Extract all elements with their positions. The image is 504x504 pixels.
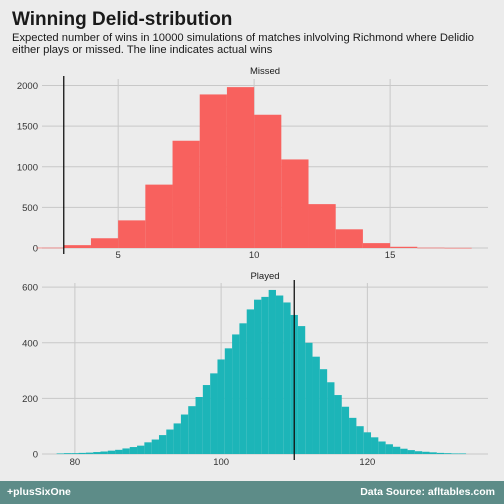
histogram-bar [202,385,211,454]
histogram-bar [173,423,181,454]
histogram-bar [90,238,119,248]
x-tick-label: 10 [249,250,260,261]
y-tick-label: 1500 [17,122,38,133]
y-tick-label: 400 [22,338,38,349]
histogram-bar [199,94,227,248]
histogram-bar [371,437,379,454]
histogram-bar [63,453,72,454]
y-tick-label: 500 [22,203,38,214]
histogram-bar [312,356,320,454]
x-tick-label: 80 [70,457,81,468]
histogram-bar [129,447,138,454]
histogram-bar [400,448,408,454]
histogram-bar [210,373,218,454]
histogram-bar [122,448,130,454]
histogram-bar [145,184,173,248]
histogram-bar [78,452,86,454]
chart-subtitle: Expected number of wins in 10000 simulat… [12,32,475,56]
histogram-bar [180,414,189,454]
histogram-bar [56,453,64,455]
histogram-bar [451,453,459,455]
x-tick-label: 5 [115,250,120,261]
y-tick-label: 1000 [17,162,38,173]
histogram-bar [436,452,445,454]
histogram-bar [226,87,255,248]
histogram-bar [239,323,247,454]
histogram-bar [166,429,174,454]
panel-played: Played 0 200 400 600 80 100 120 [22,271,488,468]
histogram-bar [356,426,364,454]
histogram-bar [137,445,145,454]
x-tick-label: 15 [385,250,396,261]
footer-bar: +plusSixOne Data Source: afltables.com [0,481,504,504]
histogram-bar [115,449,123,454]
histogram-bar [63,245,91,248]
histogram-bar [224,348,233,454]
histogram-bar [429,452,437,454]
panel-missed: Missed 0 500 1000 1500 2000 5 10 15 [17,66,488,261]
histogram-bar [458,453,467,455]
histogram-bar [392,446,401,454]
histogram-bar [144,442,152,454]
histogram-bar [107,450,116,454]
histogram-bar [275,295,284,454]
histogram-bar [100,451,108,454]
histogram-bar [363,432,372,454]
histogram-bar [362,243,391,248]
histogram-bar [36,247,64,249]
histogram-bar [93,452,101,454]
footer-source: Data Source: afltables.com [360,486,495,498]
histogram-bar [118,220,146,248]
histogram-bar [232,334,240,454]
histogram-bar [151,439,159,454]
x-tick-label: 100 [213,457,229,468]
histogram-bar [246,309,255,454]
histogram-bar [385,444,393,454]
histogram-bar [158,435,167,454]
histogram-bar [444,453,452,454]
facet-label-missed: Missed [250,66,280,77]
histogram-bar [444,247,472,249]
histogram-bar [335,229,363,248]
histogram-bar [85,452,94,454]
histogram-bar [297,326,306,454]
footer-brand: +plusSixOne [7,486,71,498]
y-tick-label: 600 [22,283,38,294]
histogram-bar [327,382,335,454]
y-tick-label: 0 [33,244,38,255]
histogram-bar [188,406,196,454]
histogram-bar [254,114,282,248]
histogram-bar [195,397,203,454]
histogram-bar [172,140,200,248]
chart-title: Winning Delid-stribution [12,9,233,30]
histogram-bar [414,451,423,454]
histogram-bar [305,342,313,454]
histogram-bar [334,395,342,454]
histogram-bar [71,453,79,454]
histogram-bar [254,299,262,454]
histogram-bar [341,406,350,454]
histogram-bar [407,450,415,454]
histogram-bar [261,296,269,454]
histogram-bar [422,451,430,454]
histogram-bar [283,302,291,454]
y-tick-label: 200 [22,394,38,405]
facet-label-played: Played [250,271,279,282]
histogram-bar [268,289,276,454]
y-tick-label: 2000 [17,81,38,92]
histogram-bar [319,369,328,454]
x-tick-label: 120 [359,457,375,468]
histogram-bar [281,159,309,248]
histogram-bar [217,359,225,454]
histogram-bar [417,247,445,249]
histogram-bar [378,441,386,454]
charts-canvas: Missed 0 500 1000 1500 2000 5 10 15 Played 0 200 400… [17,66,488,468]
histogram-bar [390,246,418,248]
y-tick-label: 0 [33,450,38,461]
histogram-bar [308,204,336,248]
histogram-bar [349,417,357,454]
